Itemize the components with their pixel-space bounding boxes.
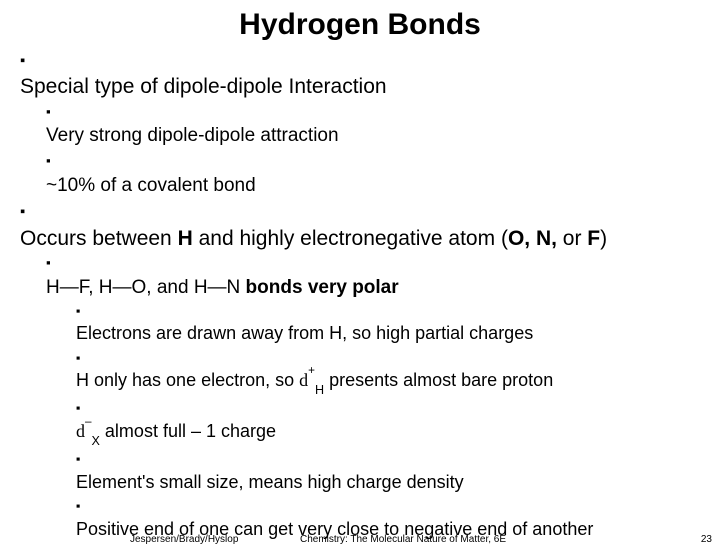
superscript: + (308, 364, 315, 377)
bullet-list-level1: H—F, H—O, and H—N bonds very polar Elect… (20, 252, 708, 540)
bullet-text: H—F, H—O, and H—N bonds very polar (46, 276, 686, 300)
bullet-item: H only has one electron, so d+H presents… (76, 347, 708, 396)
text-fragment: presents almost bare proton (324, 370, 553, 390)
delta-symbol: d (299, 370, 308, 390)
bullet-text: Element's small size, means high charge … (76, 471, 686, 494)
bullet-text: H only has one electron, so d+H presents… (76, 369, 686, 395)
bullet-icon (20, 200, 38, 226)
bullet-icon (76, 300, 94, 323)
bullet-icon (46, 252, 64, 276)
bullet-text: d–X almost full – 1 charge (76, 420, 686, 446)
text-fragment: Occurs between (20, 227, 178, 250)
superscript: – (85, 415, 92, 428)
text-fragment: ) (600, 227, 607, 250)
text-bold: H (178, 227, 193, 250)
text-fragment: H—F, H—O, and H—N (46, 277, 246, 298)
bullet-item: Very strong dipole-dipole attraction (46, 101, 708, 149)
delta-symbol: d (76, 421, 85, 441)
bullet-icon (76, 347, 94, 370)
slide-title: Hydrogen Bonds (12, 8, 708, 42)
subscript: H (315, 383, 324, 397)
text-fragment: and highly electronegative atom ( (193, 227, 508, 250)
text-fragment: or (557, 227, 587, 250)
bullet-list-level0: Special type of dipole-dipole Interactio… (12, 48, 708, 540)
bullet-text: ~10% of a covalent bond (46, 174, 686, 198)
text-bold: O, N, (508, 227, 557, 250)
bullet-text: Electrons are drawn away from H, so high… (76, 322, 686, 345)
text-bold: F (587, 227, 600, 250)
bullet-icon (46, 150, 64, 174)
bullet-icon (46, 101, 64, 125)
slide: Hydrogen Bonds Special type of dipole-di… (0, 0, 720, 540)
text-fragment: almost full – 1 charge (100, 421, 276, 441)
bullet-icon (76, 495, 94, 518)
bullet-text: Very strong dipole-dipole attraction (46, 124, 686, 148)
bullet-item: Electrons are drawn away from H, so high… (76, 300, 708, 345)
bullet-item: d–X almost full – 1 charge (76, 397, 708, 446)
bullet-item: ~10% of a covalent bond (46, 150, 708, 198)
bullet-text: Occurs between H and highly electronegat… (20, 226, 686, 252)
bullet-icon (20, 48, 38, 74)
bullet-text: Special type of dipole-dipole Interactio… (20, 74, 686, 100)
text-bold: bonds very polar (246, 277, 399, 298)
bullet-item: Element's small size, means high charge … (76, 448, 708, 493)
bullet-item: Special type of dipole-dipole Interactio… (20, 48, 708, 198)
bullet-item: H—F, H—O, and H—N bonds very polar Elect… (46, 252, 708, 540)
text-fragment: H only has one electron, so (76, 370, 299, 390)
bullet-icon (76, 448, 94, 471)
bullet-list-level1: Very strong dipole-dipole attraction ~10… (20, 101, 708, 198)
bullet-list-level2: Electrons are drawn away from H, so high… (46, 300, 708, 541)
subscript: X (92, 434, 100, 448)
bullet-item: Occurs between H and highly electronegat… (20, 200, 708, 541)
